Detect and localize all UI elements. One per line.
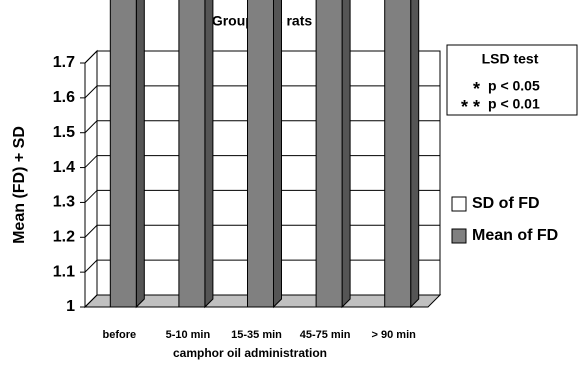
- legend-label: Mean of FD: [472, 227, 558, 244]
- lsd-symbol: * *: [461, 97, 480, 117]
- bar-side: [204, 0, 214, 309]
- y-tick-label: 1: [66, 298, 75, 315]
- lsd-text: p < 0.01: [488, 96, 540, 112]
- y-tick-label: 1.6: [53, 89, 75, 106]
- bar: [315, 0, 343, 308]
- x-tick-label: before: [102, 329, 136, 341]
- left-wall: [84, 49, 98, 309]
- y-tick-label: 1.4: [53, 159, 75, 176]
- x-tick-label: 45-75 min: [300, 329, 351, 341]
- bar-side: [273, 0, 282, 309]
- bar: [109, 0, 137, 308]
- grid-line: [84, 85, 98, 99]
- lsd-title: LSD test: [482, 51, 539, 67]
- grid-line: [84, 294, 98, 308]
- x-tick-label: 5-10 min: [166, 329, 211, 341]
- lsd-text: p < 0.05: [488, 78, 540, 94]
- x-axis-label: camphor oil administration: [173, 346, 327, 360]
- lsd-box: [446, 44, 578, 116]
- grid-line: [84, 224, 98, 238]
- y-tick-label: 1.7: [53, 54, 75, 71]
- bar-side: [410, 0, 420, 309]
- x-tick-label: > 90 min: [372, 329, 417, 341]
- bar: [384, 0, 412, 308]
- legend-swatch: [451, 228, 467, 244]
- grid-line: [84, 155, 98, 168]
- bar: [247, 0, 274, 308]
- y-axis-label: Mean (FD) + SD: [11, 126, 28, 244]
- grid-line: [84, 259, 98, 273]
- y-tick-label: 1.2: [53, 229, 75, 246]
- grid-line: [84, 120, 98, 134]
- lsd-symbol: *: [473, 79, 480, 99]
- bar-side: [341, 0, 351, 309]
- bar: [178, 0, 206, 308]
- y-tick-label: 1.1: [53, 263, 75, 280]
- grid-line: [84, 50, 98, 64]
- bar-side: [135, 0, 145, 309]
- legend-label: SD of FD: [472, 195, 540, 212]
- x-tick-label: 15-35 min: [231, 329, 282, 341]
- grid-line: [84, 190, 98, 203]
- y-tick-label: 1.5: [53, 124, 75, 141]
- legend-swatch: [451, 196, 467, 212]
- y-tick-label: 1.3: [53, 194, 75, 211]
